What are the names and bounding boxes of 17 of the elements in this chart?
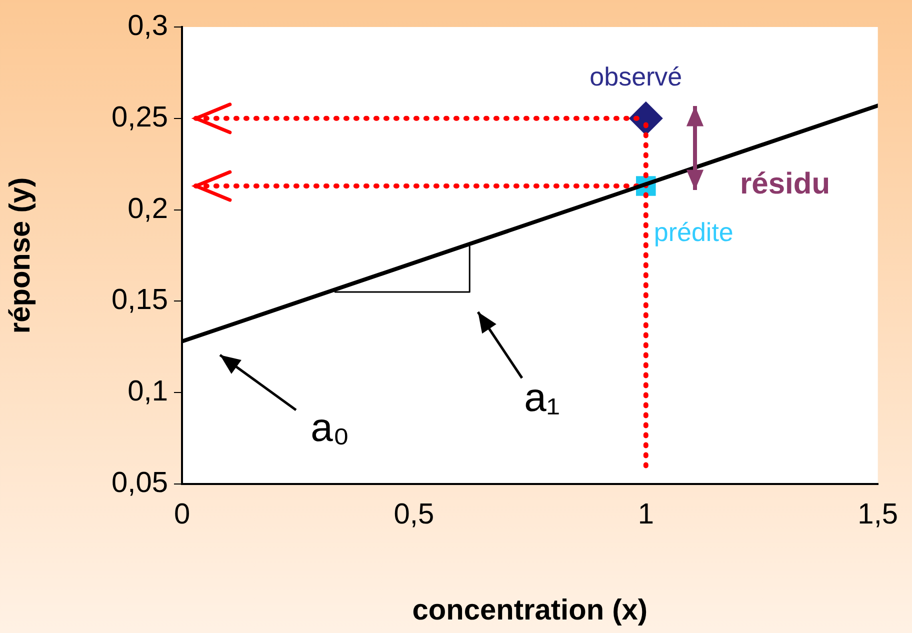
y-axis-title: réponse (y) [4, 177, 36, 334]
y-tick-label: 0,3 [128, 10, 168, 42]
x-tick-label: 0 [174, 498, 190, 530]
annotation: résidu [740, 167, 830, 200]
annotation: a₁ [524, 376, 560, 420]
y-tick-label: 0,15 [112, 284, 168, 316]
annotation: observé [590, 62, 682, 92]
annotation: prédite [654, 217, 734, 248]
x-tick-label: 1,5 [858, 498, 898, 530]
annotation: a₀ [310, 406, 350, 450]
y-tick-label: 0,05 [112, 467, 168, 499]
x-axis-title: concentration (x) [412, 594, 648, 627]
x-tick-label: 0,5 [394, 498, 434, 530]
y-tick-label: 0,2 [128, 192, 168, 225]
y-tick-label: 0,25 [112, 101, 168, 134]
x-tick-label: 1 [638, 498, 654, 530]
y-tick-label: 0,1 [128, 376, 168, 408]
